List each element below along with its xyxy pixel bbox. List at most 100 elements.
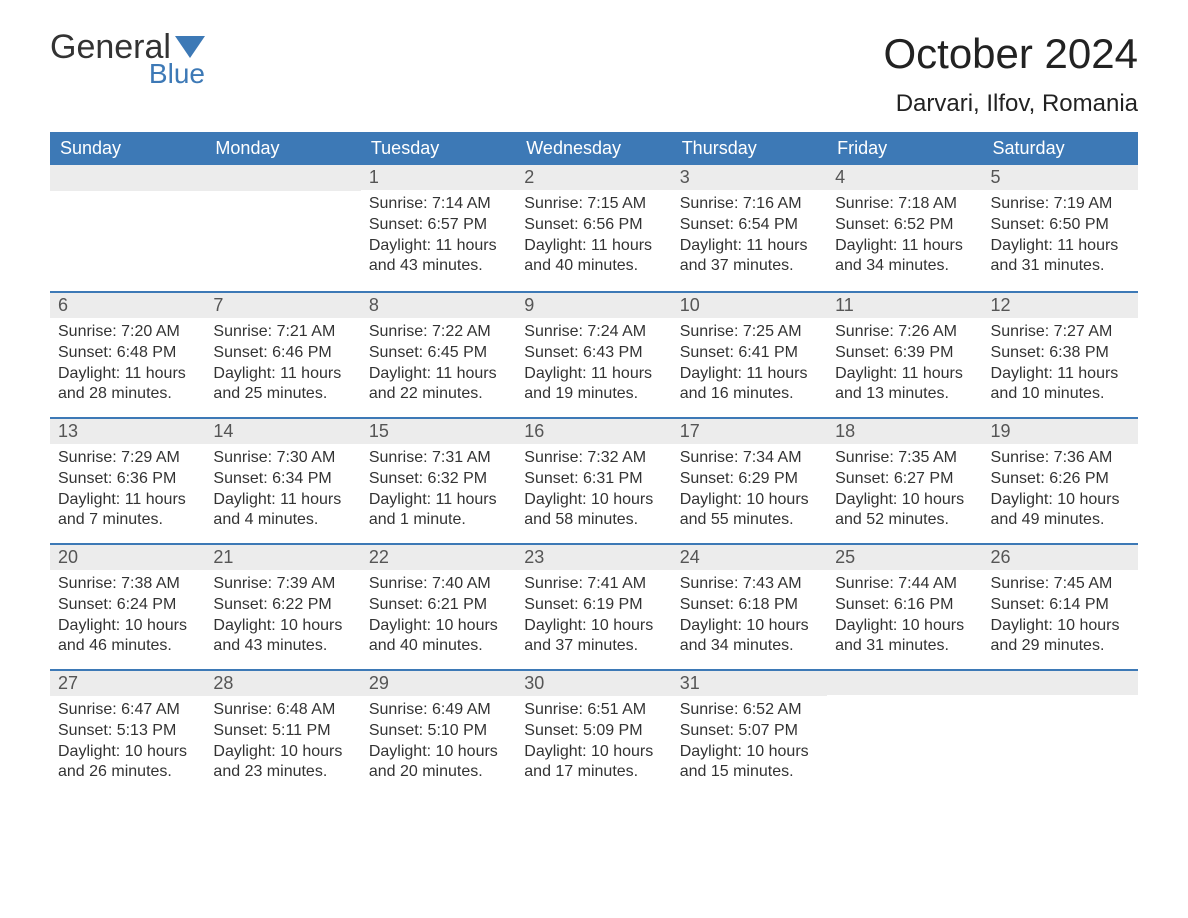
daylight-line: Daylight: 10 hours and 26 minutes. [58, 742, 197, 784]
sunrise-line: Sunrise: 7:36 AM [991, 448, 1130, 469]
sunset-line: Sunset: 6:29 PM [680, 469, 819, 490]
day-number: 26 [983, 543, 1138, 570]
location-text: Darvari, Ilfov, Romania [883, 90, 1138, 118]
day-details: Sunrise: 7:44 AMSunset: 6:16 PMDaylight:… [827, 570, 982, 665]
calendar-empty-cell [983, 669, 1138, 795]
daylight-line: Daylight: 11 hours and 40 minutes. [524, 236, 663, 278]
day-number: 28 [205, 669, 360, 696]
day-number: 13 [50, 417, 205, 444]
sunrise-line: Sunrise: 6:47 AM [58, 700, 197, 721]
calendar-day-cell: 4Sunrise: 7:18 AMSunset: 6:52 PMDaylight… [827, 165, 982, 291]
day-details: Sunrise: 7:21 AMSunset: 6:46 PMDaylight:… [205, 318, 360, 413]
sunset-line: Sunset: 6:38 PM [991, 343, 1130, 364]
day-details: Sunrise: 6:49 AMSunset: 5:10 PMDaylight:… [361, 696, 516, 791]
day-number: 4 [827, 165, 982, 190]
daylight-line: Daylight: 11 hours and 7 minutes. [58, 490, 197, 532]
daylight-line: Daylight: 11 hours and 16 minutes. [680, 364, 819, 406]
calendar-day-cell: 18Sunrise: 7:35 AMSunset: 6:27 PMDayligh… [827, 417, 982, 543]
day-details: Sunrise: 7:20 AMSunset: 6:48 PMDaylight:… [50, 318, 205, 413]
day-number: 10 [672, 291, 827, 318]
day-number: 29 [361, 669, 516, 696]
sunrise-line: Sunrise: 7:19 AM [991, 194, 1130, 215]
calendar-day-cell: 9Sunrise: 7:24 AMSunset: 6:43 PMDaylight… [516, 291, 671, 417]
sunset-line: Sunset: 5:07 PM [680, 721, 819, 742]
sunset-line: Sunset: 5:13 PM [58, 721, 197, 742]
weekday-header: Saturday [983, 132, 1138, 165]
sunset-line: Sunset: 6:22 PM [213, 595, 352, 616]
sunset-line: Sunset: 6:41 PM [680, 343, 819, 364]
calendar-day-cell: 11Sunrise: 7:26 AMSunset: 6:39 PMDayligh… [827, 291, 982, 417]
calendar-day-cell: 29Sunrise: 6:49 AMSunset: 5:10 PMDayligh… [361, 669, 516, 795]
calendar-day-cell: 1Sunrise: 7:14 AMSunset: 6:57 PMDaylight… [361, 165, 516, 291]
daylight-line: Daylight: 11 hours and 43 minutes. [369, 236, 508, 278]
daylight-line: Daylight: 11 hours and 19 minutes. [524, 364, 663, 406]
day-number: 15 [361, 417, 516, 444]
calendar-day-cell: 12Sunrise: 7:27 AMSunset: 6:38 PMDayligh… [983, 291, 1138, 417]
sunrise-line: Sunrise: 7:26 AM [835, 322, 974, 343]
sunset-line: Sunset: 6:39 PM [835, 343, 974, 364]
day-details: Sunrise: 6:47 AMSunset: 5:13 PMDaylight:… [50, 696, 205, 791]
logo-text-bottom: Blue [149, 60, 205, 88]
sunset-line: Sunset: 5:10 PM [369, 721, 508, 742]
sunrise-line: Sunrise: 7:40 AM [369, 574, 508, 595]
calendar-day-cell: 26Sunrise: 7:45 AMSunset: 6:14 PMDayligh… [983, 543, 1138, 669]
daylight-line: Daylight: 11 hours and 22 minutes. [369, 364, 508, 406]
weekday-header-row: SundayMondayTuesdayWednesdayThursdayFrid… [50, 132, 1138, 165]
day-details: Sunrise: 6:48 AMSunset: 5:11 PMDaylight:… [205, 696, 360, 791]
daylight-line: Daylight: 10 hours and 23 minutes. [213, 742, 352, 784]
sunrise-line: Sunrise: 6:52 AM [680, 700, 819, 721]
calendar-day-cell: 5Sunrise: 7:19 AMSunset: 6:50 PMDaylight… [983, 165, 1138, 291]
weekday-header: Monday [205, 132, 360, 165]
calendar-day-cell: 13Sunrise: 7:29 AMSunset: 6:36 PMDayligh… [50, 417, 205, 543]
sunset-line: Sunset: 5:09 PM [524, 721, 663, 742]
day-number: 31 [672, 669, 827, 696]
day-details: Sunrise: 7:15 AMSunset: 6:56 PMDaylight:… [516, 190, 671, 285]
sunset-line: Sunset: 6:48 PM [58, 343, 197, 364]
sunset-line: Sunset: 6:57 PM [369, 215, 508, 236]
daylight-line: Daylight: 10 hours and 17 minutes. [524, 742, 663, 784]
calendar-day-cell: 7Sunrise: 7:21 AMSunset: 6:46 PMDaylight… [205, 291, 360, 417]
daylight-line: Daylight: 10 hours and 49 minutes. [991, 490, 1130, 532]
daylight-line: Daylight: 10 hours and 34 minutes. [680, 616, 819, 658]
sunrise-line: Sunrise: 7:20 AM [58, 322, 197, 343]
sunrise-line: Sunrise: 6:48 AM [213, 700, 352, 721]
sunset-line: Sunset: 5:11 PM [213, 721, 352, 742]
day-details: Sunrise: 7:14 AMSunset: 6:57 PMDaylight:… [361, 190, 516, 285]
day-number: 5 [983, 165, 1138, 190]
day-number: 23 [516, 543, 671, 570]
day-number: 30 [516, 669, 671, 696]
sunset-line: Sunset: 6:16 PM [835, 595, 974, 616]
sunrise-line: Sunrise: 7:32 AM [524, 448, 663, 469]
daylight-line: Daylight: 10 hours and 37 minutes. [524, 616, 663, 658]
day-number: 24 [672, 543, 827, 570]
daylight-line: Daylight: 11 hours and 31 minutes. [991, 236, 1130, 278]
daylight-line: Daylight: 10 hours and 29 minutes. [991, 616, 1130, 658]
day-details: Sunrise: 7:35 AMSunset: 6:27 PMDaylight:… [827, 444, 982, 539]
sunrise-line: Sunrise: 7:15 AM [524, 194, 663, 215]
day-number: 8 [361, 291, 516, 318]
daylight-line: Daylight: 10 hours and 58 minutes. [524, 490, 663, 532]
day-number: 1 [361, 165, 516, 190]
day-number: 3 [672, 165, 827, 190]
calendar-day-cell: 15Sunrise: 7:31 AMSunset: 6:32 PMDayligh… [361, 417, 516, 543]
sunrise-line: Sunrise: 7:35 AM [835, 448, 974, 469]
daylight-line: Daylight: 11 hours and 37 minutes. [680, 236, 819, 278]
day-details: Sunrise: 7:36 AMSunset: 6:26 PMDaylight:… [983, 444, 1138, 539]
empty-day-header [205, 165, 360, 191]
sunrise-line: Sunrise: 6:51 AM [524, 700, 663, 721]
day-number: 6 [50, 291, 205, 318]
calendar-day-cell: 19Sunrise: 7:36 AMSunset: 6:26 PMDayligh… [983, 417, 1138, 543]
day-details: Sunrise: 7:26 AMSunset: 6:39 PMDaylight:… [827, 318, 982, 413]
day-details: Sunrise: 7:30 AMSunset: 6:34 PMDaylight:… [205, 444, 360, 539]
calendar-day-cell: 24Sunrise: 7:43 AMSunset: 6:18 PMDayligh… [672, 543, 827, 669]
day-number: 25 [827, 543, 982, 570]
day-number: 20 [50, 543, 205, 570]
calendar-day-cell: 31Sunrise: 6:52 AMSunset: 5:07 PMDayligh… [672, 669, 827, 795]
day-number: 27 [50, 669, 205, 696]
weekday-header: Friday [827, 132, 982, 165]
calendar-day-cell: 8Sunrise: 7:22 AMSunset: 6:45 PMDaylight… [361, 291, 516, 417]
calendar-week-row: 6Sunrise: 7:20 AMSunset: 6:48 PMDaylight… [50, 291, 1138, 417]
sunrise-line: Sunrise: 7:45 AM [991, 574, 1130, 595]
day-number: 14 [205, 417, 360, 444]
sunrise-line: Sunrise: 7:43 AM [680, 574, 819, 595]
